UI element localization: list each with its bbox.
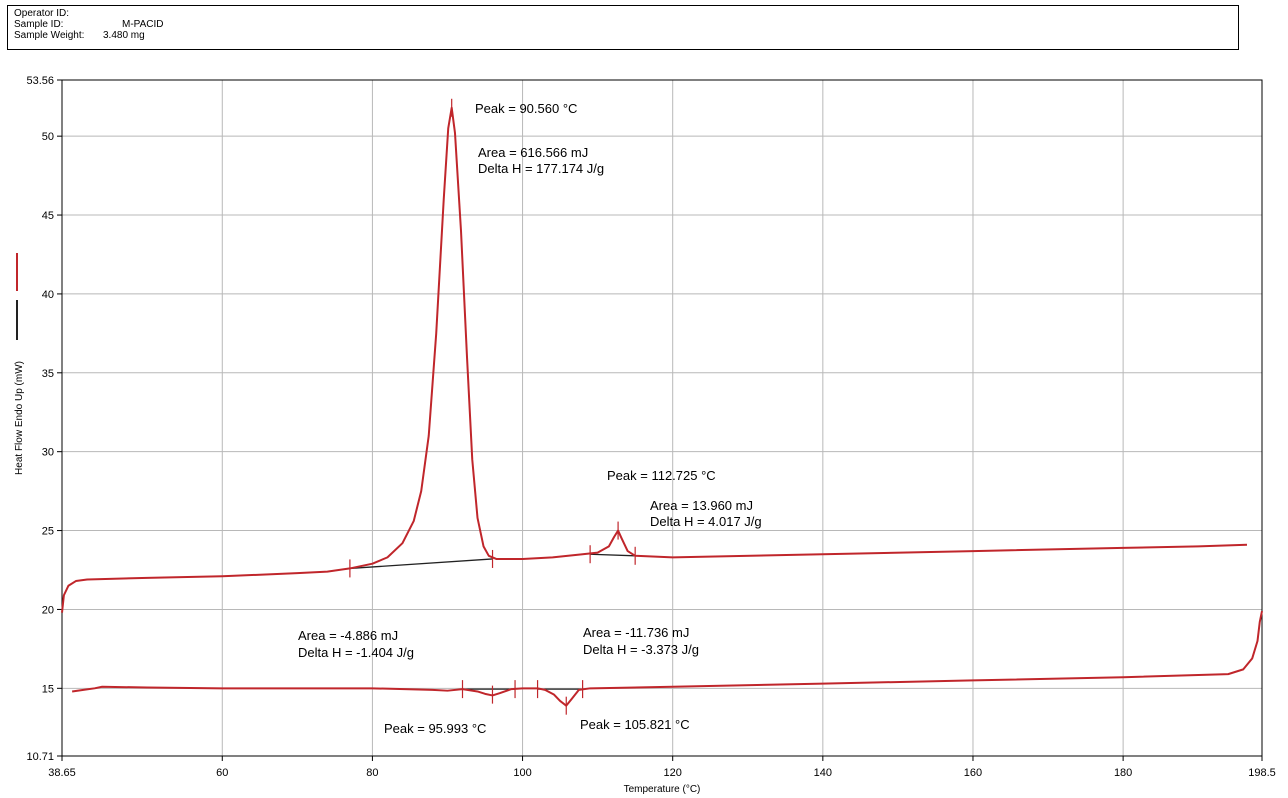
sample-weight-value: 3.480 mg	[103, 30, 145, 41]
y-tick-label: 15	[42, 683, 54, 695]
y-tick-label: 20	[42, 604, 54, 616]
grid-lines	[62, 80, 1262, 756]
peak-112-label: Peak = 112.725 °C	[607, 468, 716, 483]
sample-id-label: Sample ID:	[14, 19, 64, 30]
y-tick-label: 30	[42, 447, 54, 459]
peak-105-label: Peak = 105.821 °C	[580, 717, 690, 732]
y-tick-label: 40	[42, 289, 54, 301]
x-tick-label: 198.5	[1248, 767, 1276, 779]
x-tick-label: 120	[664, 767, 682, 779]
heating-curve	[61, 106, 1248, 613]
peak-90-label: Peak = 90.560 °C	[475, 101, 577, 116]
x-tick-label: 100	[513, 767, 531, 779]
sample-id-value: M-PACID	[122, 19, 164, 30]
area-minus-11-label: Area = -11.736 mJ	[583, 625, 689, 640]
sample-weight-label: Sample Weight:	[14, 30, 85, 41]
peak-95-label: Peak = 95.993 °C	[384, 721, 486, 736]
x-tick-label: 60	[216, 767, 228, 779]
x-tick-label: 160	[964, 767, 982, 779]
x-tick-label: 180	[1114, 767, 1132, 779]
sample-id-row: Sample ID: M-PACID	[14, 19, 163, 30]
sample-info-box: Operator ID: Sample ID: M-PACID Sample W…	[7, 5, 1239, 50]
baselines	[349, 553, 636, 690]
operator-id-label: Operator ID:	[14, 8, 70, 19]
sample-weight-row: Sample Weight: 3.480 mg	[14, 30, 145, 41]
cooling-curve	[71, 610, 1263, 707]
y-tick-label: 53.56	[26, 75, 54, 87]
delta-h-4-label: Delta H = 4.017 J/g	[650, 514, 762, 529]
y-tick-label: 45	[42, 210, 54, 222]
area-616-label: Area = 616.566 mJ	[478, 145, 588, 160]
delta-h-minus-1-label: Delta H = -1.404 J/g	[298, 645, 414, 660]
integration-baseline	[590, 553, 636, 557]
x-tick-label: 80	[366, 767, 378, 779]
area-minus-4-label: Area = -4.886 mJ	[298, 628, 398, 643]
y-tick-label: 10.71	[26, 751, 54, 763]
axis-ticks: 38.65 60 80 100 120 140 160 180 198.5 10.71 15 20 25…	[26, 75, 1275, 779]
y-axis-label: Heat Flow Endo Up (mW)	[14, 361, 25, 475]
integration-baseline	[349, 558, 493, 570]
series-lines	[61, 106, 1263, 707]
delta-h-minus-3-label: Delta H = -3.373 J/g	[583, 642, 699, 657]
x-tick-label: 140	[814, 767, 832, 779]
x-tick-label: 38.65	[48, 767, 76, 779]
operator-id-row: Operator ID:	[14, 9, 69, 19]
y-tick-label: 35	[42, 368, 54, 380]
area-13-label: Area = 13.960 mJ	[650, 498, 753, 513]
peak-limit-markers	[349, 98, 636, 715]
y-tick-label: 50	[42, 131, 54, 143]
y-tick-label: 25	[42, 526, 54, 538]
plot-frame	[61, 79, 1263, 757]
x-axis-label: Temperature (°C)	[624, 784, 701, 795]
delta-h-177-label: Delta H = 177.174 J/g	[478, 161, 604, 176]
